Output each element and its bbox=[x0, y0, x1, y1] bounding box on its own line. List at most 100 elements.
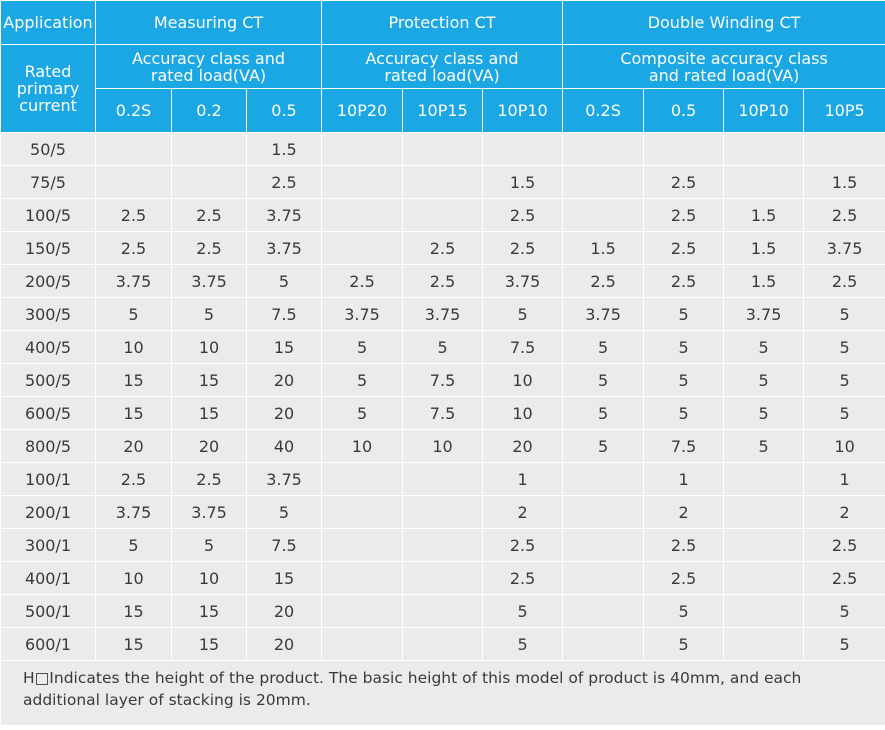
rated-load-cell bbox=[402, 594, 484, 628]
table-row: 75/5 2.5 1.5 2.5 1.5 bbox=[0, 165, 885, 199]
rated-load-cell: 5 bbox=[803, 297, 885, 331]
rated-load-cell: 3.75 bbox=[803, 231, 885, 265]
rated-load-cell: 2.5 bbox=[803, 264, 885, 298]
rated-load-cell: 20 bbox=[245, 363, 323, 397]
footnote: H□Indicates the height of the product. T… bbox=[0, 660, 885, 726]
rated-load-cell: 1.5 bbox=[482, 165, 564, 199]
rated-load-cell: 5 bbox=[321, 330, 404, 364]
rated-current-cell: 75/5 bbox=[0, 165, 96, 199]
accuracy-class-header: 0.2S bbox=[562, 88, 645, 133]
rated-load-cell bbox=[95, 132, 172, 166]
rated-load-cell: 5 bbox=[562, 396, 645, 430]
rated-current-cell: 600/5 bbox=[0, 396, 96, 430]
rated-load-cell: 15 bbox=[171, 396, 247, 430]
rated-load-cell: 1 bbox=[643, 462, 725, 496]
rated-load-cell: 10 bbox=[321, 429, 404, 463]
rated-load-cell bbox=[321, 231, 404, 265]
rated-load-cell bbox=[562, 528, 645, 562]
rated-load-cell: 5 bbox=[245, 264, 323, 298]
rated-load-cell: 2.5 bbox=[482, 528, 564, 562]
rated-load-cell: 2.5 bbox=[402, 264, 484, 298]
rated-load-cell: 3.75 bbox=[245, 231, 323, 265]
rated-current-cell: 150/5 bbox=[0, 231, 96, 265]
table-row: 200/5 3.75 3.75 5 2.5 2.5 3.75 2.5 2.5 1.5 2.5 bbox=[0, 264, 885, 298]
rated-load-cell: 2.5 bbox=[643, 561, 725, 595]
rated-load-cell: 5 bbox=[723, 396, 805, 430]
rated-load-cell bbox=[321, 495, 404, 529]
rated-load-cell: 5 bbox=[643, 627, 725, 661]
rated-load-cell: 2.5 bbox=[171, 231, 247, 265]
rated-load-cell bbox=[402, 561, 484, 595]
rated-load-cell: 2.5 bbox=[803, 561, 885, 595]
rated-load-cell: 7.5 bbox=[245, 297, 323, 331]
subheader-composite-accuracy: Composite accuracy class and rated load(… bbox=[562, 44, 885, 89]
rated-load-cell bbox=[643, 132, 725, 166]
rated-load-cell: 7.5 bbox=[245, 528, 323, 562]
rated-load-cell: 2.5 bbox=[171, 198, 247, 232]
rated-load-cell: 5 bbox=[643, 330, 725, 364]
rated-load-cell: 3.75 bbox=[245, 198, 323, 232]
rated-load-cell: 20 bbox=[245, 594, 323, 628]
accuracy-class-header: 0.5 bbox=[245, 88, 323, 133]
rated-load-cell bbox=[723, 132, 805, 166]
rated-load-cell: 1.5 bbox=[723, 264, 805, 298]
rated-load-cell bbox=[321, 132, 404, 166]
rated-current-cell: 200/5 bbox=[0, 264, 96, 298]
rated-load-cell bbox=[321, 462, 404, 496]
rated-load-cell: 7.5 bbox=[643, 429, 725, 463]
rated-load-cell bbox=[402, 627, 484, 661]
accuracy-class-row: 0.2S 0.2 0.5 10P20 10P15 10P10 0.2S 0.5 10P10 10P… bbox=[1, 88, 885, 133]
accuracy-class-header: 10P5 bbox=[803, 88, 885, 133]
rated-load-cell bbox=[321, 561, 404, 595]
rated-load-cell: 2.5 bbox=[643, 528, 725, 562]
rated-load-cell bbox=[562, 495, 645, 529]
rated-load-cell: 5 bbox=[803, 363, 885, 397]
rated-load-cell: 20 bbox=[171, 429, 247, 463]
rated-current-cell: 300/5 bbox=[0, 297, 96, 331]
table-row: 200/1 3.75 3.75 5 2 2 2 bbox=[0, 495, 885, 529]
rated-load-cell bbox=[723, 165, 805, 199]
header-protection-ct: Protection CT bbox=[321, 0, 564, 45]
rated-load-cell bbox=[402, 165, 484, 199]
rated-load-cell: 5 bbox=[95, 528, 172, 562]
header-measuring-ct: Measuring CT bbox=[94, 0, 323, 45]
rated-load-cell: 1.5 bbox=[562, 231, 645, 265]
rated-load-cell: 5 bbox=[245, 495, 323, 529]
rated-load-cell: 5 bbox=[562, 429, 645, 463]
rated-load-cell: 3.75 bbox=[482, 264, 564, 298]
rated-load-cell: 2.5 bbox=[482, 231, 564, 265]
rated-load-cell: 7.5 bbox=[402, 396, 484, 430]
rated-load-cell: 20 bbox=[482, 429, 564, 463]
rated-load-cell: 2.5 bbox=[803, 528, 885, 562]
rated-load-cell: 10 bbox=[95, 330, 172, 364]
rated-load-cell bbox=[562, 627, 645, 661]
rated-load-cell: 2 bbox=[482, 495, 564, 529]
rated-load-cell: 10 bbox=[171, 561, 247, 595]
accuracy-class-header: 10P15 bbox=[402, 88, 484, 133]
table-row: 400/1 10 10 15 2.5 2.5 2.5 bbox=[0, 561, 885, 595]
rated-current-cell: 100/1 bbox=[0, 462, 96, 496]
rated-load-cell: 3.75 bbox=[562, 297, 645, 331]
rated-load-cell bbox=[723, 462, 805, 496]
rated-load-cell bbox=[321, 594, 404, 628]
accuracy-class-header: 10P20 bbox=[321, 88, 404, 133]
rated-load-cell: 2.5 bbox=[643, 165, 725, 199]
rated-load-cell: 20 bbox=[245, 396, 323, 430]
table-row: 100/1 2.5 2.5 3.75 1 1 1 bbox=[0, 462, 885, 496]
rated-load-cell: 10 bbox=[171, 330, 247, 364]
rated-current-cell: 400/1 bbox=[0, 561, 96, 595]
rated-load-cell: 10 bbox=[803, 429, 885, 463]
rated-load-cell: 3.75 bbox=[402, 297, 484, 331]
rated-load-cell: 2.5 bbox=[402, 231, 484, 265]
rated-load-cell: 5 bbox=[171, 297, 247, 331]
rated-load-cell bbox=[321, 627, 404, 661]
accuracy-class-header: 0.5 bbox=[643, 88, 725, 133]
rated-load-cell: 15 bbox=[95, 363, 172, 397]
rated-load-cell: 5 bbox=[643, 396, 725, 430]
rated-load-cell: 20 bbox=[245, 627, 323, 661]
rated-current-cell: 100/5 bbox=[0, 198, 96, 232]
rated-load-cell: 15 bbox=[95, 594, 172, 628]
rated-load-cell: 5 bbox=[171, 528, 247, 562]
rated-load-cell bbox=[723, 594, 805, 628]
rated-load-cell: 10 bbox=[482, 396, 564, 430]
